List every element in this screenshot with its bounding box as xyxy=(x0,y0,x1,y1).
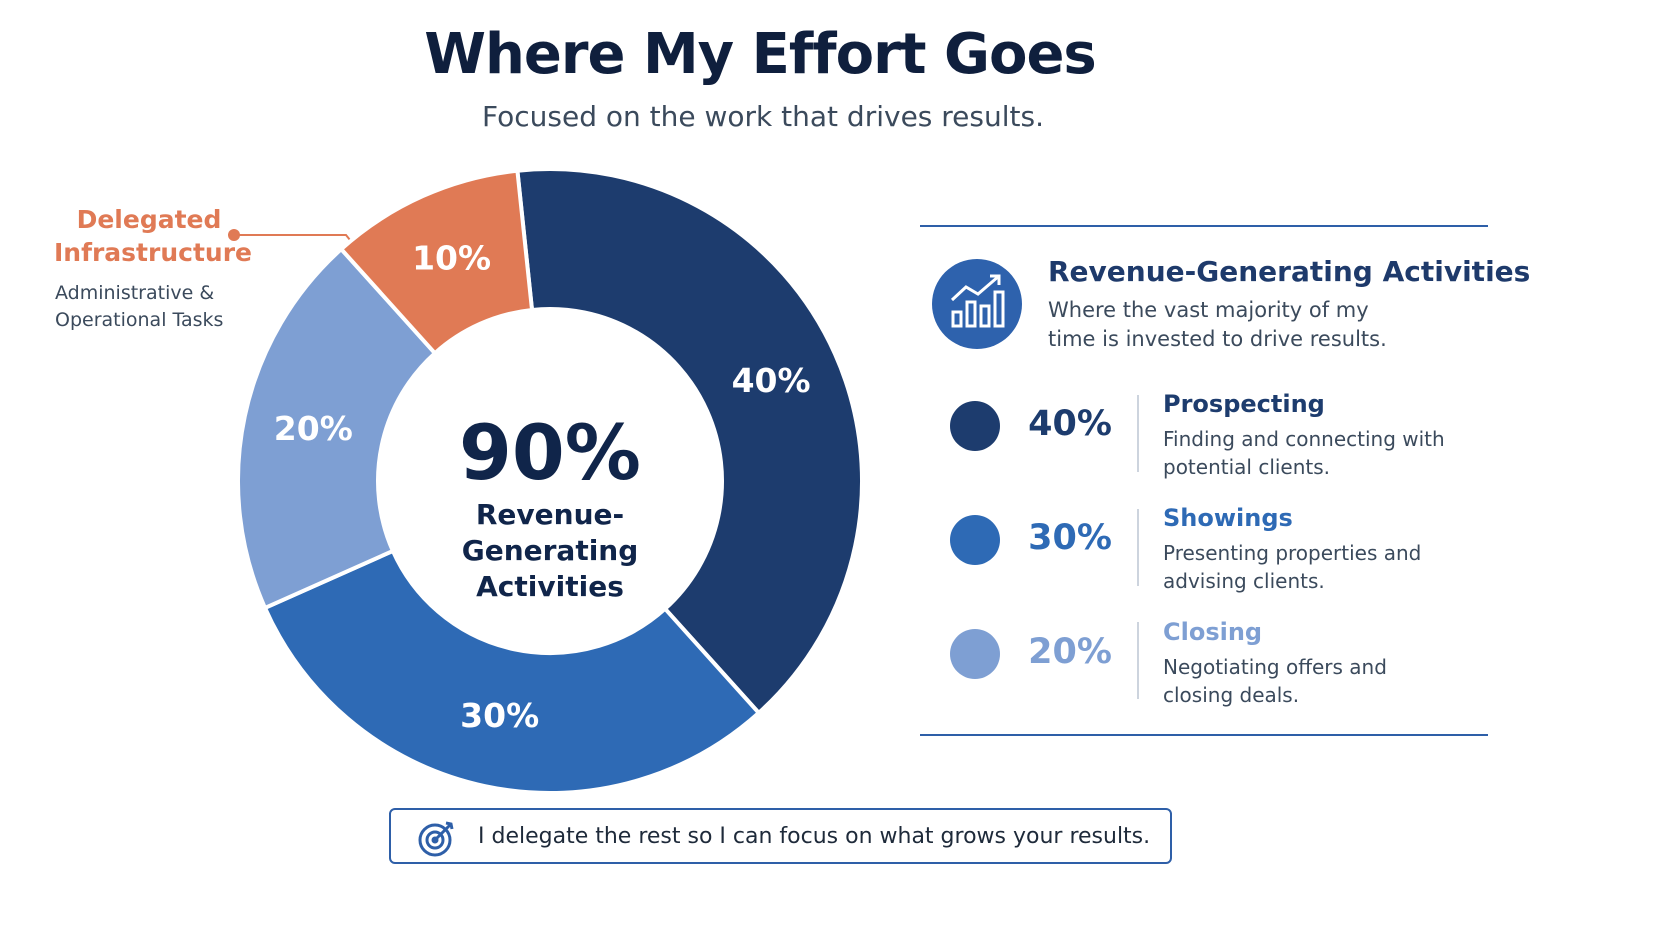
donut-segment xyxy=(236,246,438,611)
center-value: 90% xyxy=(459,408,641,497)
donut-segment xyxy=(515,167,864,716)
callout-name: Delegated Infrastructure xyxy=(54,205,252,267)
legend-value: 40% xyxy=(1028,404,1112,444)
callout-desc: Administrative & Operational Tasks xyxy=(55,282,224,331)
subtitle: Focused on the work that drives results. xyxy=(482,100,1044,133)
legend-swatch xyxy=(950,629,1000,679)
title: Where My Effort Goes xyxy=(424,22,1097,87)
legend-name: Closing xyxy=(1163,618,1263,646)
legend-value: 30% xyxy=(1028,518,1112,558)
legend-name: Showings xyxy=(1163,504,1293,532)
segment-label: 20% xyxy=(274,409,353,448)
legend-desc: Finding and connecting with potential cl… xyxy=(1163,427,1445,479)
legend-desc: Presenting properties and advising clien… xyxy=(1163,541,1422,593)
legend-value: 20% xyxy=(1028,632,1112,672)
panel-text: Where the vast majority of my time is in… xyxy=(1048,298,1387,351)
footer-box xyxy=(389,808,1172,864)
segment-label: 10% xyxy=(412,238,491,277)
panel-title: Revenue-Generating Activities xyxy=(1048,255,1531,288)
legend-name: Prospecting xyxy=(1163,390,1325,418)
donut-segment xyxy=(262,548,762,795)
donut-segment xyxy=(338,168,535,357)
segment-label: 40% xyxy=(732,361,811,400)
center-text: Revenue-Generating Activities xyxy=(461,498,639,603)
footer-text: I delegate the rest so I can focus on wh… xyxy=(478,824,1151,849)
panel-icon xyxy=(932,259,1022,349)
segment-label: 30% xyxy=(460,696,539,735)
legend-swatch xyxy=(950,401,1000,451)
legend-swatch xyxy=(950,515,1000,565)
footer-icon xyxy=(418,821,454,857)
legend-desc: Negotiating offers and closing deals. xyxy=(1163,655,1387,707)
